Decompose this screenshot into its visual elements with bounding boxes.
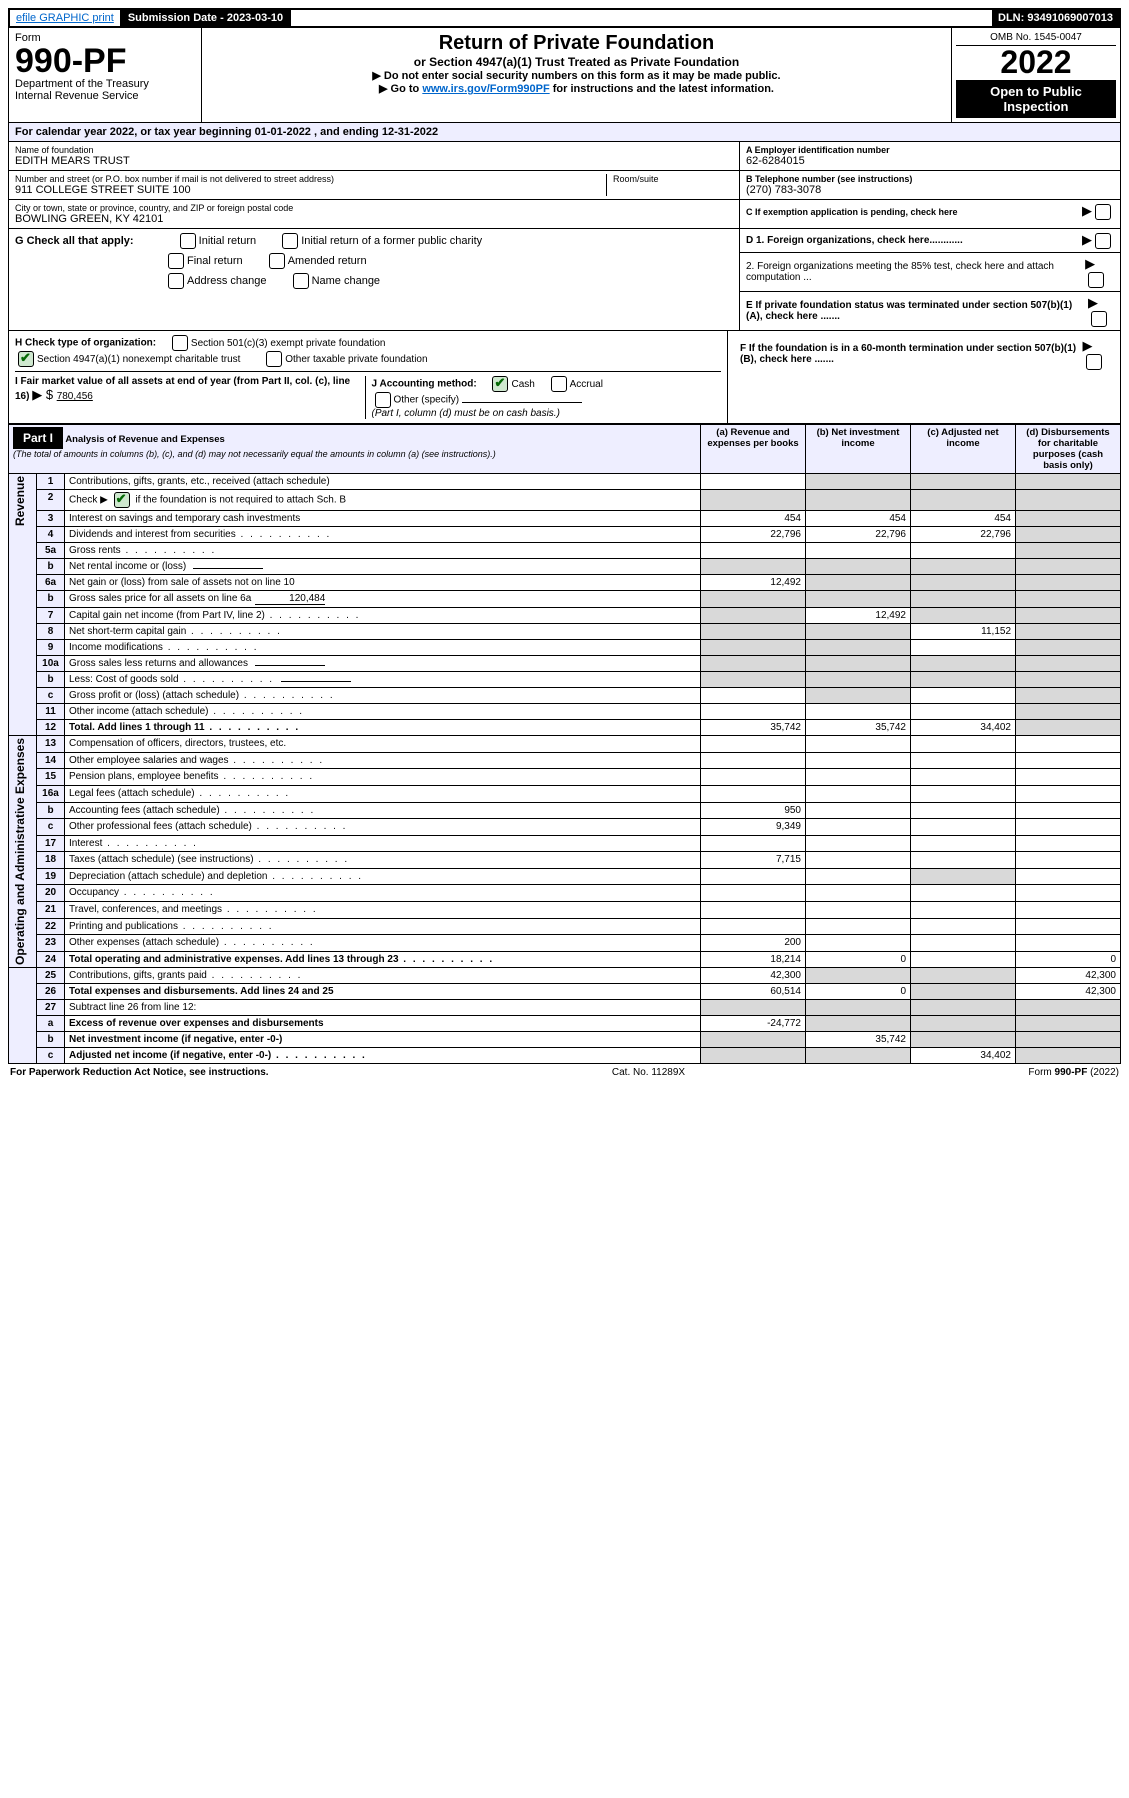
section-g-d: G Check all that apply: Initial return I…: [8, 229, 1121, 331]
g-final-return-checkbox[interactable]: [168, 253, 184, 269]
j-note: (Part I, column (d) must be on cash basi…: [372, 408, 722, 419]
irs: Internal Revenue Service: [15, 90, 195, 102]
col-a: (a) Revenue and expenses per books: [701, 425, 806, 474]
e-label: E If private foundation status was termi…: [746, 300, 1088, 322]
exemption-pending-checkbox[interactable]: [1095, 204, 1111, 220]
footer-right: Form 990-PF (2022): [1028, 1067, 1119, 1078]
h-label: H Check type of organization:: [15, 338, 156, 349]
ein: 62-6284015: [746, 155, 1114, 167]
h-501c3-checkbox[interactable]: [172, 335, 188, 351]
instr-1: ▶ Do not enter social security numbers o…: [208, 69, 945, 82]
j-label: J Accounting method:: [372, 379, 477, 390]
dln: DLN: 93491069007013: [992, 10, 1119, 26]
form-number: 990-PF: [15, 44, 195, 78]
g-label: G Check all that apply:: [15, 235, 134, 247]
d2-checkbox[interactable]: [1088, 272, 1104, 288]
j-accrual-checkbox[interactable]: [551, 376, 567, 392]
g-address-change-checkbox[interactable]: [168, 273, 184, 289]
addr-label: Number and street (or P.O. box number if…: [15, 174, 606, 184]
f-checkbox[interactable]: [1086, 354, 1102, 370]
footer-left: For Paperwork Reduction Act Notice, see …: [10, 1067, 269, 1078]
header-right: OMB No. 1545-0047 2022 Open to Public In…: [951, 28, 1120, 122]
city-label: City or town, state or province, country…: [15, 203, 733, 213]
oae-label: Operating and Administrative Expenses: [13, 738, 27, 965]
e-checkbox[interactable]: [1091, 311, 1107, 327]
revenue-label: Revenue: [13, 476, 27, 526]
d1-checkbox[interactable]: [1095, 233, 1111, 249]
phone: (270) 783-3078: [746, 184, 1114, 196]
f-label: F If the foundation is in a 60-month ter…: [740, 343, 1083, 365]
foundation-name: EDITH MEARS TRUST: [15, 155, 733, 167]
g-initial-former-checkbox[interactable]: [282, 233, 298, 249]
g-amended-checkbox[interactable]: [269, 253, 285, 269]
exemption-pending-label: C If exemption application is pending, c…: [746, 207, 958, 217]
form-header: Form 990-PF Department of the Treasury I…: [8, 28, 1121, 123]
h-other-taxable-checkbox[interactable]: [266, 351, 282, 367]
instr-2: ▶ Go to www.irs.gov/Form990PF for instru…: [208, 82, 945, 95]
form-title: Return of Private Foundation: [208, 32, 945, 55]
ein-label: A Employer identification number: [746, 145, 1114, 155]
dept: Department of the Treasury: [15, 78, 195, 90]
part1-table: Part I Analysis of Revenue and Expenses …: [8, 424, 1121, 1064]
part1-tag: Part I: [13, 427, 63, 449]
d1-label: D 1. Foreign organizations, check here..…: [746, 235, 963, 246]
submission-date: Submission Date - 2023-03-10: [122, 10, 291, 26]
header-left: Form 990-PF Department of the Treasury I…: [9, 28, 202, 122]
part1-title: Analysis of Revenue and Expenses: [65, 434, 224, 445]
entity-info: Name of foundation EDITH MEARS TRUST Num…: [8, 142, 1121, 229]
g-name-change-checkbox[interactable]: [293, 273, 309, 289]
section-h-i-j-f: H Check type of organization: Section 50…: [8, 331, 1121, 424]
h-4947a1-checkbox[interactable]: [18, 351, 34, 367]
part1-sub: (The total of amounts in columns (b), (c…: [13, 449, 696, 459]
schb-checkbox[interactable]: [114, 492, 130, 508]
topbar: efile GRAPHIC print Submission Date - 20…: [8, 8, 1121, 28]
form-link[interactable]: www.irs.gov/Form990PF: [422, 83, 549, 95]
col-b: (b) Net investment income: [806, 425, 911, 474]
footer-mid: Cat. No. 11289X: [612, 1067, 685, 1078]
efile-link[interactable]: efile GRAPHIC print: [10, 10, 122, 26]
j-other-checkbox[interactable]: [375, 392, 391, 408]
form-subtitle: or Section 4947(a)(1) Trust Treated as P…: [208, 55, 945, 69]
street-address: 911 COLLEGE STREET SUITE 100: [15, 184, 606, 196]
open-inspection: Open to Public Inspection: [956, 80, 1116, 118]
city-state-zip: BOWLING GREEN, KY 42101: [15, 213, 733, 225]
calendar-year-row: For calendar year 2022, or tax year begi…: [8, 123, 1121, 142]
room-label: Room/suite: [613, 174, 733, 184]
col-c: (c) Adjusted net income: [911, 425, 1016, 474]
tax-year: 2022: [956, 46, 1116, 78]
j-cash-checkbox[interactable]: [492, 376, 508, 392]
phone-label: B Telephone number (see instructions): [746, 174, 1114, 184]
header-mid: Return of Private Foundation or Section …: [202, 28, 951, 122]
g-initial-return-checkbox[interactable]: [180, 233, 196, 249]
i-fmv: 780,456: [57, 391, 93, 402]
page-footer: For Paperwork Reduction Act Notice, see …: [8, 1064, 1121, 1081]
col-d: (d) Disbursements for charitable purpose…: [1016, 425, 1121, 474]
d2-label: 2. Foreign organizations meeting the 85%…: [746, 261, 1085, 283]
name-label: Name of foundation: [15, 145, 733, 155]
